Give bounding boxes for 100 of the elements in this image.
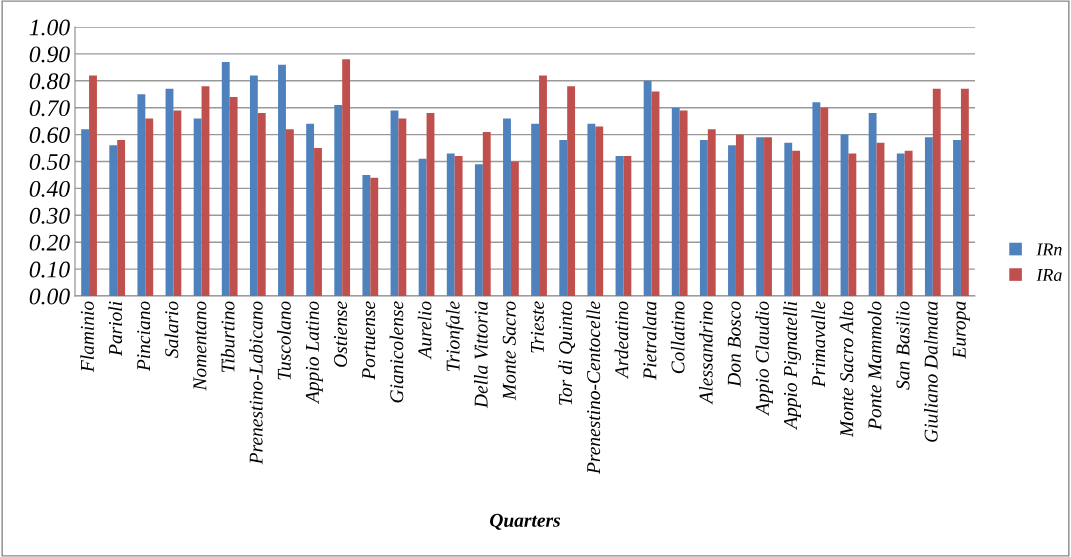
bar — [257, 113, 266, 296]
bar — [567, 86, 576, 296]
bar — [278, 64, 286, 296]
x-tick-label: Trieste — [530, 301, 544, 353]
x-tick-label: Flaminio — [80, 301, 94, 373]
bar — [398, 118, 407, 296]
x-tick-label: Della Vittoria — [474, 301, 488, 409]
x-tick-label: San Basilio — [895, 301, 910, 390]
y-tick-label: 0.80 — [29, 73, 70, 90]
x-tick-label: Monte Sacro Alto — [839, 301, 854, 438]
bar — [109, 145, 118, 296]
y-tick-label: 0.70 — [29, 100, 70, 117]
bar — [707, 129, 716, 296]
bar — [446, 153, 455, 296]
bar — [960, 88, 969, 296]
y-tick-label: 0.40 — [29, 180, 70, 197]
x-tick-label: Ostiense — [333, 301, 348, 367]
bar — [820, 107, 829, 296]
x-tick-label: Portuense — [362, 301, 376, 380]
x-tick-label: Parioli — [108, 301, 123, 357]
x-tick-label: Nomentano — [193, 301, 207, 391]
bar — [418, 158, 427, 296]
bar — [728, 145, 736, 296]
bar — [932, 88, 941, 296]
bar — [193, 118, 202, 296]
x-axis-title: Quarters — [490, 513, 561, 530]
bar — [848, 153, 857, 296]
bar — [784, 142, 793, 296]
bar — [221, 61, 230, 296]
x-tick-label: Giuliano Dalmata — [924, 301, 938, 442]
x-tick-label: Trionfale — [445, 301, 464, 371]
bar — [370, 177, 379, 296]
bar — [334, 105, 343, 296]
bar — [510, 161, 519, 296]
bar — [137, 94, 146, 296]
x-tick-label: Gianicolense — [389, 301, 404, 403]
x-tick-label: Tuscolano — [277, 301, 291, 380]
bar — [81, 129, 90, 296]
bar — [595, 126, 604, 296]
x-tick-label: Appio Claudio — [755, 301, 773, 416]
bar — [173, 110, 182, 296]
y-tick-label: 0.30 — [29, 207, 70, 224]
x-tick-label: Pietralata — [642, 301, 657, 380]
x-tick-label: Prenestino-Centocelle — [586, 301, 601, 475]
x-tick-label: Collatino — [670, 301, 685, 374]
x-tick-label: Aurelio — [417, 301, 432, 360]
bar — [587, 123, 596, 296]
y-tick-label: 0.10 — [29, 261, 70, 278]
bar — [306, 123, 315, 296]
x-tick-label: Tiburtino — [220, 301, 235, 372]
bar — [89, 75, 97, 296]
x-tick-label: Appio Pignatelli — [783, 301, 801, 430]
bar — [229, 96, 238, 296]
legend-label: IRa — [1036, 269, 1062, 282]
bar — [362, 174, 371, 296]
x-tick-label: Tor di Quinto — [558, 301, 576, 405]
x-tick-label: Ardeatino — [614, 301, 629, 379]
x-tick-label: Prenestino-Labicano — [249, 301, 263, 465]
bar — [896, 153, 905, 296]
bar — [924, 137, 933, 296]
bar — [904, 150, 913, 296]
bar — [792, 150, 801, 296]
y-tick-label: 0.90 — [29, 46, 70, 63]
bar — [679, 110, 688, 296]
bar — [623, 156, 632, 296]
bar — [756, 137, 765, 296]
bar — [812, 102, 821, 296]
x-tick-label: Monte Sacro — [502, 301, 516, 401]
x-tick-label: Alessandrino — [699, 301, 713, 405]
bar — [643, 80, 652, 296]
bar — [117, 139, 126, 296]
bar — [314, 148, 322, 296]
bar — [342, 59, 351, 296]
y-tick-label: 0.60 — [29, 127, 70, 144]
x-tick-label: Salario — [164, 301, 179, 358]
x-tick-label: Europa — [952, 301, 970, 359]
y-tick-label: 0.20 — [29, 234, 70, 251]
y-tick-label: 1.00 — [29, 19, 70, 36]
y-tick-label: 0.50 — [29, 153, 70, 171]
bar — [285, 129, 294, 296]
y-tick-label: 0.00 — [29, 288, 70, 305]
legend-label: IRn — [1036, 243, 1062, 256]
bar — [671, 107, 680, 296]
bar — [559, 139, 568, 296]
bar — [868, 113, 877, 296]
bar — [454, 156, 463, 296]
x-tick-label: Ponte Mammolo — [867, 301, 882, 431]
bar — [482, 131, 491, 296]
bar — [249, 75, 258, 296]
x-tick-label: Appio Latino — [305, 301, 323, 405]
bar — [735, 134, 744, 296]
bar — [145, 118, 154, 296]
bar — [503, 118, 511, 296]
x-tick-label: Pinciano — [137, 301, 151, 372]
bar — [531, 123, 540, 296]
x-tick-label: Don Bosco — [727, 301, 741, 387]
bar — [539, 75, 547, 296]
bar — [699, 139, 708, 296]
bar — [953, 139, 961, 296]
bar — [474, 164, 483, 296]
